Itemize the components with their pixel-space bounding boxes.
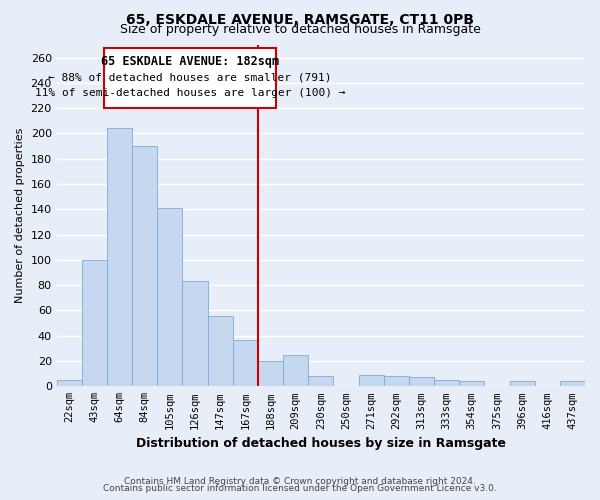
Bar — [132, 146, 157, 386]
Text: 11% of semi-detached houses are larger (100) →: 11% of semi-detached houses are larger (… — [35, 88, 345, 98]
Y-axis label: Number of detached properties: Number of detached properties — [15, 128, 25, 304]
Bar — [409, 378, 434, 386]
Text: Contains HM Land Registry data © Crown copyright and database right 2024.: Contains HM Land Registry data © Crown c… — [124, 477, 476, 486]
Bar — [560, 381, 585, 386]
Bar — [359, 375, 384, 386]
Bar — [308, 376, 334, 386]
Bar — [509, 381, 535, 386]
Bar — [233, 340, 258, 386]
Text: Contains public sector information licensed under the Open Government Licence v3: Contains public sector information licen… — [103, 484, 497, 493]
FancyBboxPatch shape — [104, 48, 275, 108]
Text: 65 ESKDALE AVENUE: 182sqm: 65 ESKDALE AVENUE: 182sqm — [101, 55, 279, 68]
Bar — [434, 380, 459, 386]
Bar — [82, 260, 107, 386]
X-axis label: Distribution of detached houses by size in Ramsgate: Distribution of detached houses by size … — [136, 437, 506, 450]
Bar — [157, 208, 182, 386]
Bar — [459, 381, 484, 386]
Text: 65, ESKDALE AVENUE, RAMSGATE, CT11 0PB: 65, ESKDALE AVENUE, RAMSGATE, CT11 0PB — [126, 12, 474, 26]
Bar — [56, 380, 82, 386]
Bar — [258, 361, 283, 386]
Bar — [182, 282, 208, 387]
Text: ← 88% of detached houses are smaller (791): ← 88% of detached houses are smaller (79… — [48, 73, 332, 83]
Text: Size of property relative to detached houses in Ramsgate: Size of property relative to detached ho… — [119, 22, 481, 36]
Bar — [208, 316, 233, 386]
Bar — [283, 354, 308, 386]
Bar — [384, 376, 409, 386]
Bar — [107, 128, 132, 386]
